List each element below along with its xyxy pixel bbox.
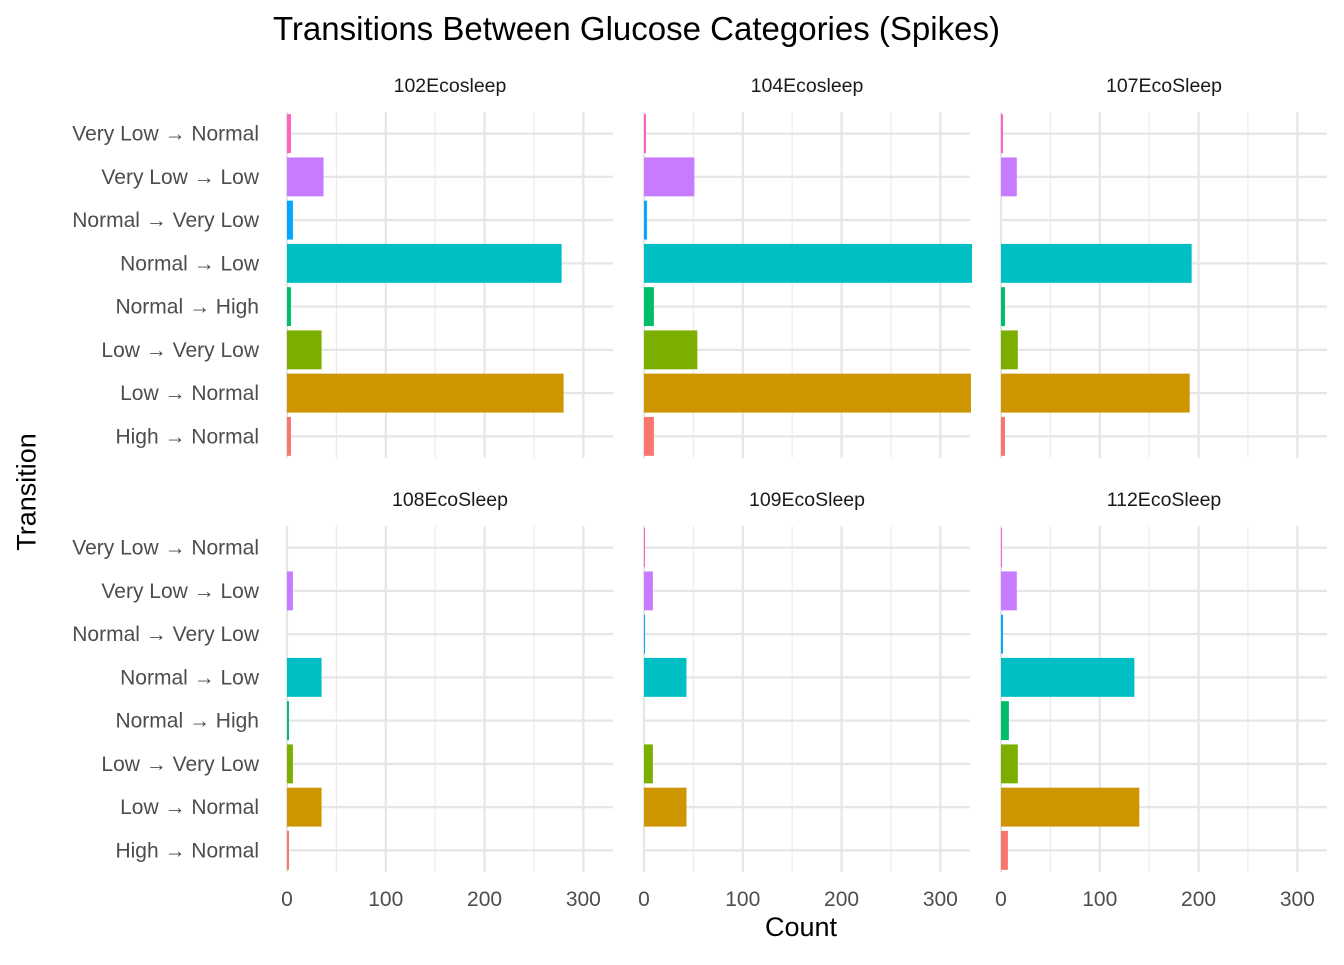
x-tick-label: 200 [467, 888, 502, 911]
x-tick-label: 100 [725, 888, 760, 911]
bar [644, 373, 971, 413]
facet-title: 107EcoSleep [1106, 75, 1222, 97]
bar [644, 571, 653, 611]
x-tick-label: 300 [1280, 888, 1315, 911]
y-tick-label: Very Low → Normal [72, 537, 259, 560]
x-tick-label: 0 [638, 888, 650, 911]
bar [644, 200, 647, 240]
y-axis-label: Transition [11, 433, 42, 551]
bar [1001, 701, 1009, 741]
x-tick-label: 100 [368, 888, 403, 911]
y-tick-label: Normal → High [115, 710, 259, 733]
y-tick-label: Low → Normal [120, 796, 259, 819]
bar [287, 243, 562, 283]
bar [1001, 243, 1192, 283]
bar [1001, 787, 1140, 827]
bar [287, 657, 322, 697]
y-tick-label: Very Low → Low [101, 166, 259, 189]
facet-title: 108EcoSleep [392, 489, 508, 511]
y-tick-label: Low → Very Low [101, 339, 259, 362]
bar [644, 744, 653, 784]
y-tick-label: Normal → Low [120, 666, 260, 689]
x-tick-label: 200 [1181, 888, 1216, 911]
x-tick-label: 100 [1082, 888, 1117, 911]
bar [1001, 157, 1017, 197]
bar [287, 787, 322, 827]
bar [644, 287, 654, 327]
bar [287, 744, 293, 784]
x-tick-label: 0 [995, 888, 1007, 911]
bar [287, 157, 324, 197]
bar [1001, 571, 1017, 611]
bar [644, 657, 687, 697]
bar [644, 416, 654, 456]
bar [644, 243, 972, 283]
bar [1001, 744, 1018, 784]
bar [1001, 657, 1135, 697]
bar [644, 330, 698, 370]
bar [287, 701, 289, 741]
y-tick-label: Normal → Low [120, 252, 260, 275]
bar [644, 157, 695, 197]
facet-title: 102Ecosleep [394, 75, 507, 97]
bar [1001, 330, 1018, 370]
y-axis-label-container: Transition [0, 0, 60, 960]
bar [287, 830, 289, 870]
bar [1001, 528, 1002, 568]
x-tick-label: 300 [923, 888, 958, 911]
bar [644, 114, 646, 154]
bar [287, 287, 291, 327]
y-tick-label: Very Low → Low [101, 580, 259, 603]
bar [287, 330, 322, 370]
bar [287, 114, 291, 154]
y-tick-label: Low → Very Low [101, 753, 259, 776]
chart-title: Transitions Between Glucose Categories (… [273, 10, 1000, 47]
y-tick-label: High → Normal [115, 425, 259, 448]
bar [1001, 287, 1005, 327]
bar [1001, 830, 1008, 870]
bar [1001, 114, 1003, 154]
bar [1001, 614, 1003, 654]
bar [644, 614, 645, 654]
y-tick-label: Very Low → Normal [72, 123, 259, 146]
facet-title: 109EcoSleep [749, 489, 865, 511]
y-tick-label: High → Normal [115, 839, 259, 862]
x-tick-label: 300 [566, 888, 601, 911]
y-tick-label: Normal → Very Low [72, 623, 260, 646]
bar [287, 373, 564, 413]
y-tick-label: Normal → Very Low [72, 209, 260, 232]
bar [287, 571, 293, 611]
bar [644, 528, 645, 568]
x-axis-label: Count [764, 912, 838, 942]
facet-title: 112EcoSleep [1107, 489, 1222, 511]
x-tick-label: 0 [281, 888, 293, 911]
bar [1001, 416, 1005, 456]
y-tick-label: Normal → High [115, 296, 259, 319]
bar [287, 416, 291, 456]
bar [287, 200, 293, 240]
y-tick-label: Low → Normal [120, 382, 259, 405]
x-tick-label: 200 [824, 888, 859, 911]
bar [644, 787, 687, 827]
facet-title: 104Ecosleep [751, 75, 864, 97]
bar [1001, 373, 1190, 413]
